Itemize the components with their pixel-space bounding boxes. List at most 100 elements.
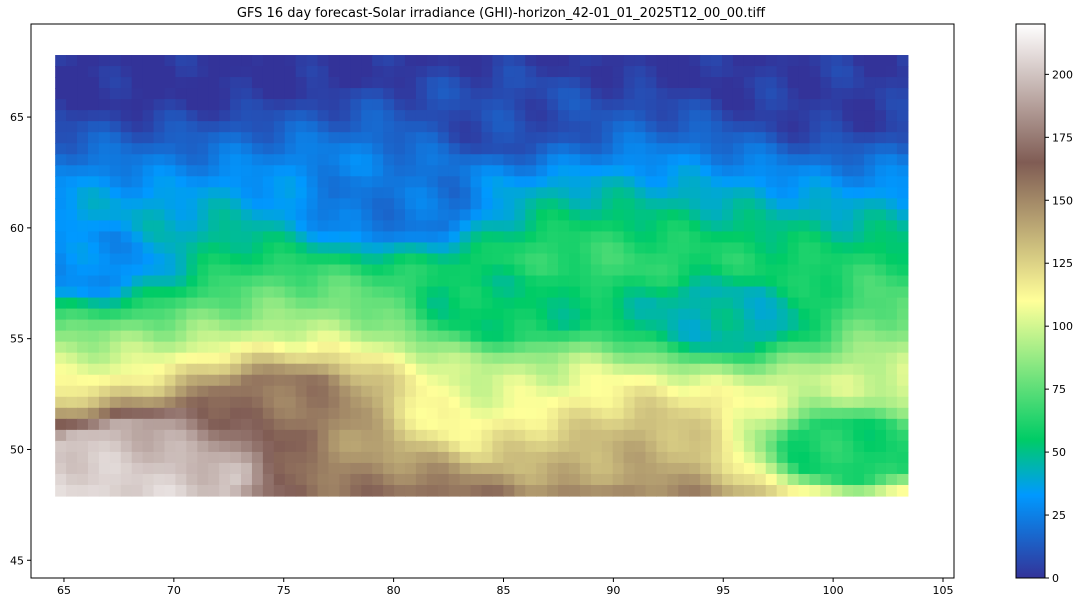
heatmap-cell — [251, 198, 264, 210]
heatmap-cell — [361, 99, 373, 111]
heatmap-cell — [787, 132, 800, 144]
heatmap-cell — [678, 429, 690, 442]
heatmap-cell — [536, 110, 548, 122]
heatmap-cell — [437, 286, 450, 299]
heatmap-cell — [426, 231, 439, 244]
heatmap-cell — [284, 154, 297, 166]
heatmap-cell — [667, 121, 679, 133]
heatmap-cell — [831, 429, 843, 442]
heatmap-cell — [328, 88, 340, 100]
heatmap-cell — [798, 363, 811, 376]
heatmap-cell — [186, 187, 198, 199]
heatmap-cell — [448, 462, 461, 475]
heatmap-cell — [230, 286, 242, 299]
heatmap-cell — [711, 297, 723, 310]
heatmap-cell — [842, 396, 854, 409]
heatmap-cell — [295, 297, 308, 310]
heatmap-cell — [787, 330, 800, 343]
heatmap-cell — [765, 121, 778, 133]
heatmap-cell — [776, 165, 789, 177]
heatmap-cell — [579, 429, 592, 442]
heatmap-cell — [394, 132, 406, 144]
heatmap-cell — [809, 286, 821, 299]
heatmap-cell — [175, 253, 187, 266]
heatmap-cell — [875, 297, 887, 310]
heatmap-cell — [842, 55, 854, 67]
heatmap-cell — [623, 440, 636, 453]
heatmap-cell — [262, 440, 275, 453]
heatmap-cell — [590, 110, 603, 122]
heatmap-cell — [667, 231, 679, 244]
heatmap-cell — [77, 462, 89, 475]
heatmap-cell — [437, 176, 450, 188]
heatmap-cell — [864, 429, 876, 442]
heatmap-cell — [306, 198, 319, 210]
heatmap-cell — [623, 132, 636, 144]
heatmap-cell — [579, 110, 592, 122]
heatmap-cell — [197, 451, 209, 464]
heatmap-cell — [219, 242, 231, 255]
heatmap-cell — [492, 55, 504, 67]
heatmap-cell — [590, 297, 603, 310]
heatmap-cell — [601, 374, 614, 387]
heatmap-cell — [765, 440, 778, 453]
heatmap-cell — [689, 429, 701, 442]
heatmap-cell — [262, 297, 275, 310]
heatmap-cell — [448, 473, 461, 486]
heatmap-cell — [656, 341, 668, 354]
heatmap-cell — [885, 66, 898, 78]
heatmap-cell — [339, 176, 351, 188]
heatmap-cell — [634, 231, 647, 244]
heatmap-cell — [656, 253, 668, 266]
heatmap-cell — [295, 374, 308, 387]
heatmap-cell — [514, 99, 526, 111]
heatmap-cell — [896, 220, 909, 233]
heatmap-cell — [656, 55, 668, 67]
heatmap-cell — [273, 242, 286, 255]
heatmap-cell — [197, 363, 209, 376]
heatmap-cell — [623, 110, 636, 122]
heatmap-cell — [459, 341, 472, 354]
heatmap-cell — [711, 308, 723, 321]
heatmap-cell — [492, 297, 504, 310]
heatmap-cell — [820, 220, 832, 233]
heatmap-cell — [208, 451, 220, 464]
heatmap-cell — [372, 473, 384, 486]
heatmap-cell — [536, 308, 548, 321]
heatmap-cell — [798, 132, 811, 144]
heatmap-cell — [219, 55, 231, 67]
heatmap-cell — [55, 110, 67, 122]
heatmap-cell — [350, 308, 362, 321]
heatmap-cell — [120, 264, 133, 277]
heatmap-cell — [842, 110, 854, 122]
heatmap-cell — [645, 418, 658, 431]
heatmap-cell — [820, 286, 832, 299]
heatmap-cell — [667, 451, 679, 464]
heatmap-cell — [754, 473, 767, 486]
heatmap-cell — [514, 275, 526, 288]
heatmap-cell — [896, 286, 909, 299]
heatmap-cell — [404, 77, 417, 89]
heatmap-cell — [875, 385, 887, 398]
heatmap-cell — [383, 308, 395, 321]
heatmap-cell — [678, 275, 690, 288]
heatmap-cell — [864, 77, 876, 89]
heatmap-cell — [415, 297, 428, 310]
heatmap-cell — [437, 451, 450, 464]
heatmap-cell — [743, 220, 756, 233]
heatmap-cell — [732, 198, 745, 210]
heatmap-cell — [328, 352, 340, 365]
heatmap-cell — [492, 286, 504, 299]
heatmap-cell — [306, 286, 319, 299]
heatmap-cell — [514, 374, 526, 387]
heatmap-cell — [864, 319, 876, 332]
heatmap-cell — [787, 407, 800, 420]
heatmap-cell — [295, 352, 308, 365]
heatmap-cell — [481, 88, 494, 100]
heatmap-cell — [404, 176, 417, 188]
heatmap-cell — [743, 407, 756, 420]
heatmap-cell — [864, 154, 876, 166]
heatmap-cell — [776, 297, 789, 310]
heatmap-cell — [722, 121, 734, 133]
heatmap-cell — [55, 88, 67, 100]
